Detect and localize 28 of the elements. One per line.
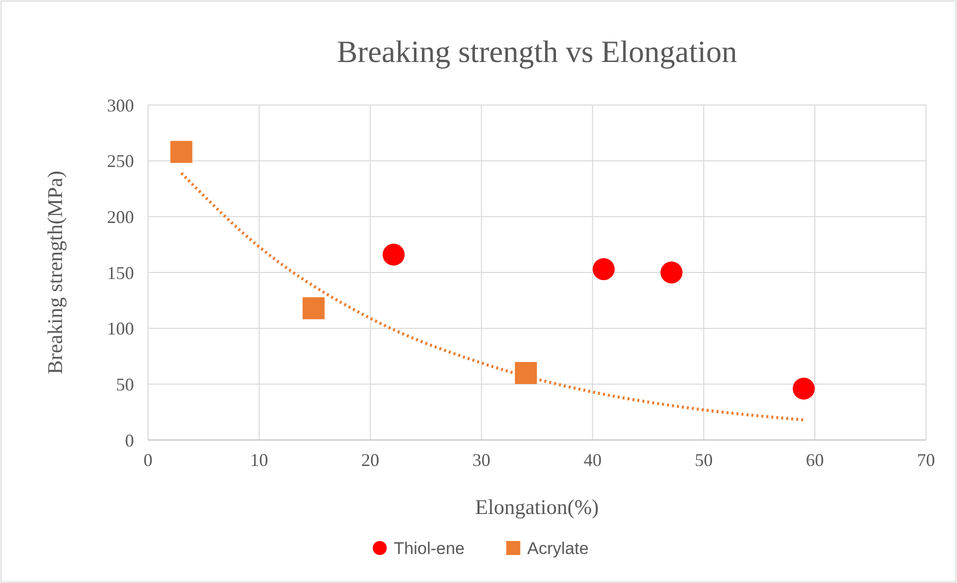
y-tick-label: 150 bbox=[107, 262, 134, 283]
chart-title: Breaking strength vs Elongation bbox=[336, 34, 738, 69]
point bbox=[170, 140, 192, 163]
point bbox=[792, 378, 815, 400]
x-tick-label: 70 bbox=[917, 450, 935, 470]
y-tick-label: 250 bbox=[107, 151, 134, 172]
x-tick-label: 10 bbox=[250, 450, 268, 470]
x-tick-label: 30 bbox=[472, 450, 490, 470]
legend-label: Thiol-ene bbox=[394, 538, 465, 558]
x-tick-label: 20 bbox=[361, 450, 380, 470]
y-tick-label: 300 bbox=[107, 95, 134, 116]
x-tick-label: 40 bbox=[584, 450, 602, 470]
y-tick-label: 200 bbox=[107, 206, 134, 227]
x-tick-label: 50 bbox=[694, 450, 713, 470]
y-tick-label: 0 bbox=[125, 430, 134, 450]
point bbox=[592, 258, 615, 280]
y-tick-label: 100 bbox=[107, 318, 134, 339]
y-tick-label: 50 bbox=[116, 374, 134, 394]
line-series bbox=[180, 172, 806, 422]
y-axis-title: Breaking strength(MPa) bbox=[43, 170, 67, 374]
point bbox=[302, 297, 325, 320]
x-tick-label: 0 bbox=[144, 450, 152, 470]
point bbox=[514, 362, 537, 384]
x-axis-title: Elongation(%) bbox=[475, 495, 599, 519]
x-tick-label: 60 bbox=[806, 450, 824, 470]
point bbox=[660, 262, 682, 284]
legend-label: Acrylate bbox=[527, 538, 589, 558]
point bbox=[382, 244, 405, 266]
